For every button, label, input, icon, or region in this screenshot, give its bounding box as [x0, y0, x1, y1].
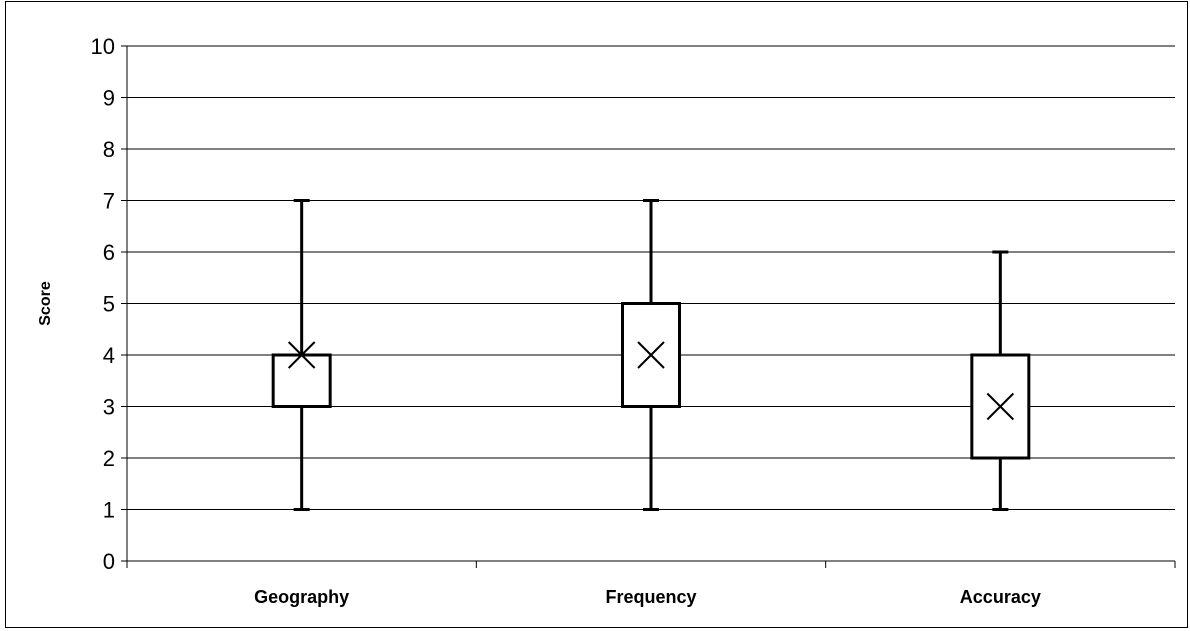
mean-marker-stroke-b — [986, 392, 1015, 421]
y-tick-label: 4 — [103, 343, 115, 368]
category-label: Frequency — [605, 587, 696, 607]
box-accuracy — [970, 250, 1031, 511]
y-tick-label: 0 — [103, 549, 115, 574]
y-tick-label: 8 — [103, 137, 115, 162]
y-tick-label: 7 — [103, 189, 115, 214]
y-tick-label: 6 — [103, 240, 115, 265]
iqr-box — [271, 353, 332, 408]
y-tick-label: 2 — [103, 446, 115, 471]
y-axis-title: Score — [37, 281, 54, 326]
y-tick-label: 9 — [103, 86, 115, 111]
chart-frame — [5, 1, 1188, 628]
category-label: Accuracy — [960, 587, 1041, 607]
category-labels: Geography Frequency Accuracy — [254, 587, 1041, 607]
boxes — [271, 199, 1031, 511]
x-tick-marks — [126, 561, 1176, 568]
box-frequency — [621, 199, 681, 511]
mean-marker-stroke-b — [287, 341, 316, 369]
box-geography — [271, 199, 332, 511]
mean-marker-stroke-b — [637, 341, 665, 369]
y-tick-label: 5 — [103, 292, 115, 317]
y-tick-label: 10 — [91, 34, 115, 59]
category-label: Geography — [254, 587, 349, 607]
y-tick-labels: 0 1 2 3 4 5 6 7 8 9 10 — [91, 34, 127, 574]
y-tick-label: 1 — [103, 498, 115, 523]
y-tick-label: 3 — [103, 395, 115, 420]
